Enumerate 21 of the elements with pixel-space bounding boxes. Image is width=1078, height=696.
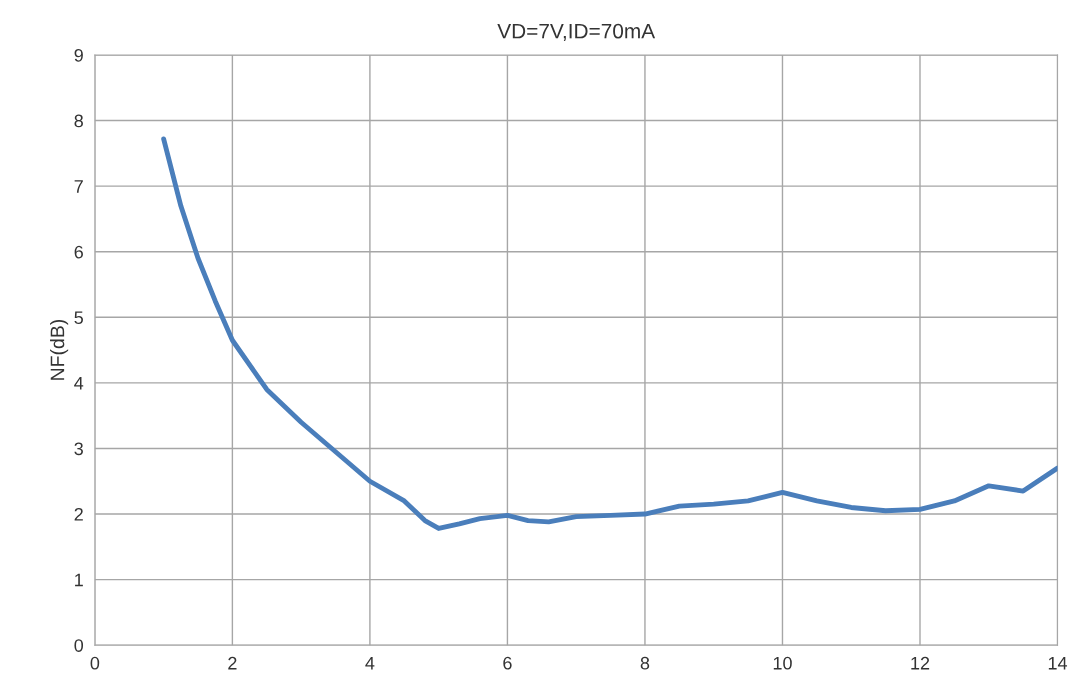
y-tick-label: 1 xyxy=(75,573,83,587)
y-tick-label: 3 xyxy=(74,442,83,456)
x-tick-label: 12 xyxy=(911,656,930,670)
y-tick-label: 4 xyxy=(74,377,84,390)
x-tick-label: 0 xyxy=(90,656,100,670)
y-tick-label: 0 xyxy=(74,639,84,652)
y-tick-label: 7 xyxy=(74,180,83,193)
y-tick-label: 9 xyxy=(74,48,83,62)
x-tick-label: 10 xyxy=(773,656,792,670)
y-tick-label: 2 xyxy=(74,507,83,521)
x-tick-label: 4 xyxy=(365,656,375,670)
x-tick-label: 8 xyxy=(640,656,650,670)
y-axis-title: NF(dB) xyxy=(50,319,69,380)
x-tick-label: 6 xyxy=(503,656,512,670)
x-tick-label: 14 xyxy=(1048,656,1068,670)
y-tick-label: 6 xyxy=(74,245,83,259)
x-tick-label: 2 xyxy=(228,656,237,670)
y-tick-label: 5 xyxy=(74,311,83,325)
y-tick-label: 8 xyxy=(74,114,83,128)
line-series xyxy=(161,136,1058,531)
chart-title: VD=7V,ID=70mA xyxy=(497,23,656,41)
